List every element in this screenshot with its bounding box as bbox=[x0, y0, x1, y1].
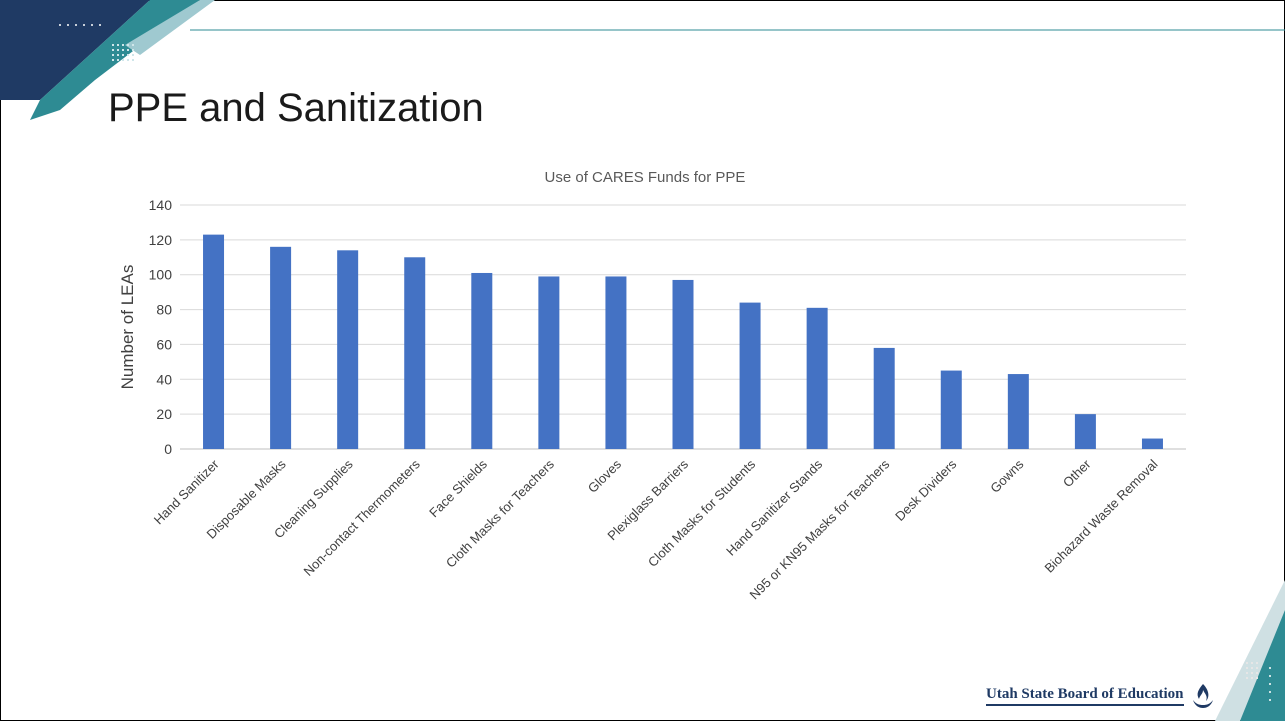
grid-pattern-bottom bbox=[1246, 662, 1258, 679]
bar bbox=[739, 302, 761, 449]
bottom-right-light-stripe bbox=[1215, 580, 1285, 721]
bar bbox=[940, 370, 962, 449]
y-tick-label: 60 bbox=[156, 336, 172, 352]
bar bbox=[873, 347, 895, 449]
y-tick-label: 0 bbox=[164, 441, 172, 457]
top-left-dark-stripe bbox=[0, 0, 150, 100]
y-axis-label: Number of LEAs bbox=[118, 265, 137, 390]
top-left-light-stripe bbox=[125, 0, 215, 55]
bar bbox=[1074, 414, 1096, 449]
dot-pattern-top bbox=[59, 24, 101, 26]
x-tick-label: Cloth Masks for Teachers bbox=[443, 456, 558, 571]
bar bbox=[605, 276, 627, 449]
y-tick-labels: 0 20 40 60 80 100 120 140 bbox=[149, 197, 173, 457]
y-tick-label: 80 bbox=[156, 302, 172, 318]
bottom-right-teal-stripe bbox=[1240, 610, 1285, 721]
x-tick-label: Gloves bbox=[585, 456, 625, 496]
bar bbox=[806, 307, 828, 449]
y-tick-label: 20 bbox=[156, 406, 172, 422]
dot-pattern-bottom bbox=[1269, 667, 1271, 701]
y-tick-label: 40 bbox=[156, 371, 172, 387]
bar bbox=[404, 257, 426, 449]
bars bbox=[203, 234, 1163, 449]
flame-logo-icon bbox=[1192, 684, 1213, 708]
x-tick-label: Non-contact Thermometers bbox=[301, 456, 424, 579]
bar bbox=[203, 234, 225, 449]
y-tick-label: 140 bbox=[149, 197, 173, 213]
usbe-logo: Utah State Board of Education bbox=[986, 682, 1216, 710]
bar bbox=[538, 276, 560, 449]
y-tick-label: 100 bbox=[149, 267, 173, 283]
x-tick-label: Gowns bbox=[987, 456, 1027, 496]
bar bbox=[270, 246, 292, 449]
x-tick-label: Cloth Masks for Students bbox=[645, 456, 759, 570]
x-tick-label: Hand Sanitizer bbox=[151, 456, 222, 527]
bar bbox=[672, 279, 694, 449]
bar bbox=[1007, 374, 1029, 449]
y-tick-label: 120 bbox=[149, 232, 173, 248]
bar bbox=[471, 272, 493, 449]
bar bbox=[1141, 438, 1163, 449]
slide-title: PPE and Sanitization bbox=[108, 86, 484, 130]
x-tick-label: Face Shields bbox=[426, 456, 490, 520]
x-tick-label: Desk Dividers bbox=[892, 456, 960, 524]
x-tick-label: Other bbox=[1060, 456, 1094, 490]
bar bbox=[337, 250, 359, 449]
grid-pattern-top bbox=[112, 44, 134, 61]
chart-title: Use of CARES Funds for PPE bbox=[545, 169, 746, 186]
x-tick-label: Biohazard Waste Removal bbox=[1041, 456, 1160, 575]
organization-name: Utah State Board of Education bbox=[986, 686, 1184, 706]
x-tick-label: N95 or KN95 Masks for Teachers bbox=[746, 456, 892, 602]
